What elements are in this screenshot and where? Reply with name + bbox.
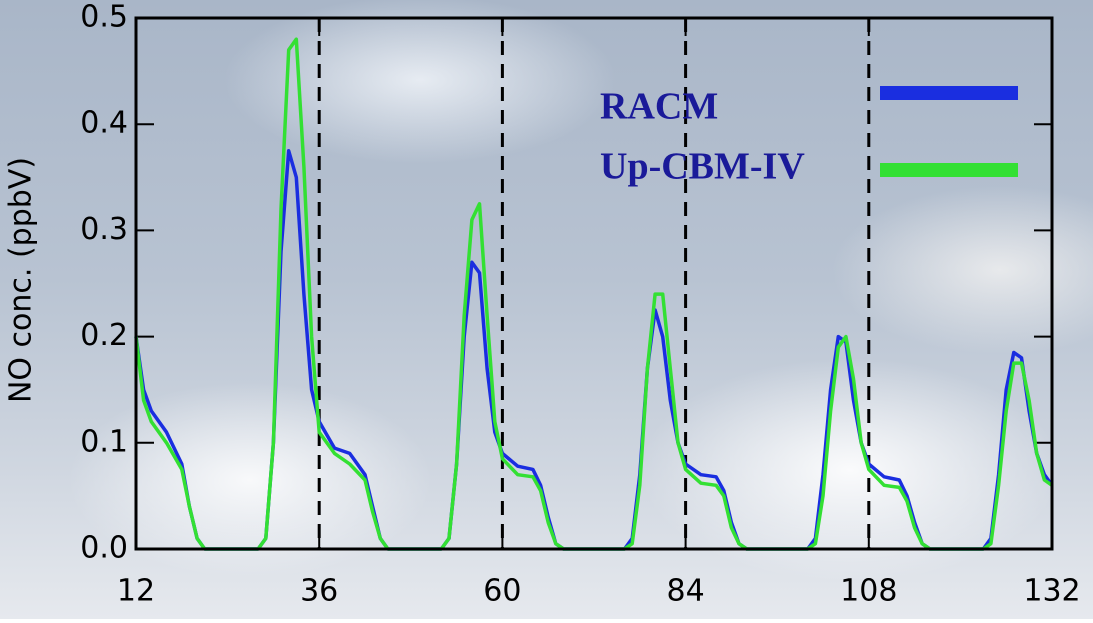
x-tick-label: 108 [840, 574, 897, 609]
data-line [134, 149, 1054, 551]
legend-label: Up-CBM-IV [600, 146, 805, 188]
plot-frame [134, 16, 1054, 551]
x-tick-label: 60 [483, 574, 521, 609]
legend-label: RACM [600, 86, 718, 128]
x-tick-label: 132 [1023, 574, 1080, 609]
y-tick-label: 0.3 [80, 212, 128, 247]
y-tick-label: 0.5 [80, 0, 128, 35]
data-line [134, 37, 1054, 551]
y-tick-label: 0.2 [80, 318, 128, 353]
x-tick-label: 12 [117, 574, 155, 609]
y-tick-label: 0.1 [80, 424, 128, 459]
y-axis-label: NO conc. (ppbV) [4, 157, 39, 403]
y-tick-label: 0.0 [80, 531, 128, 566]
x-tick-label: 36 [300, 574, 338, 609]
y-tick-label: 0.4 [80, 106, 128, 141]
x-tick-label: 84 [667, 574, 705, 609]
